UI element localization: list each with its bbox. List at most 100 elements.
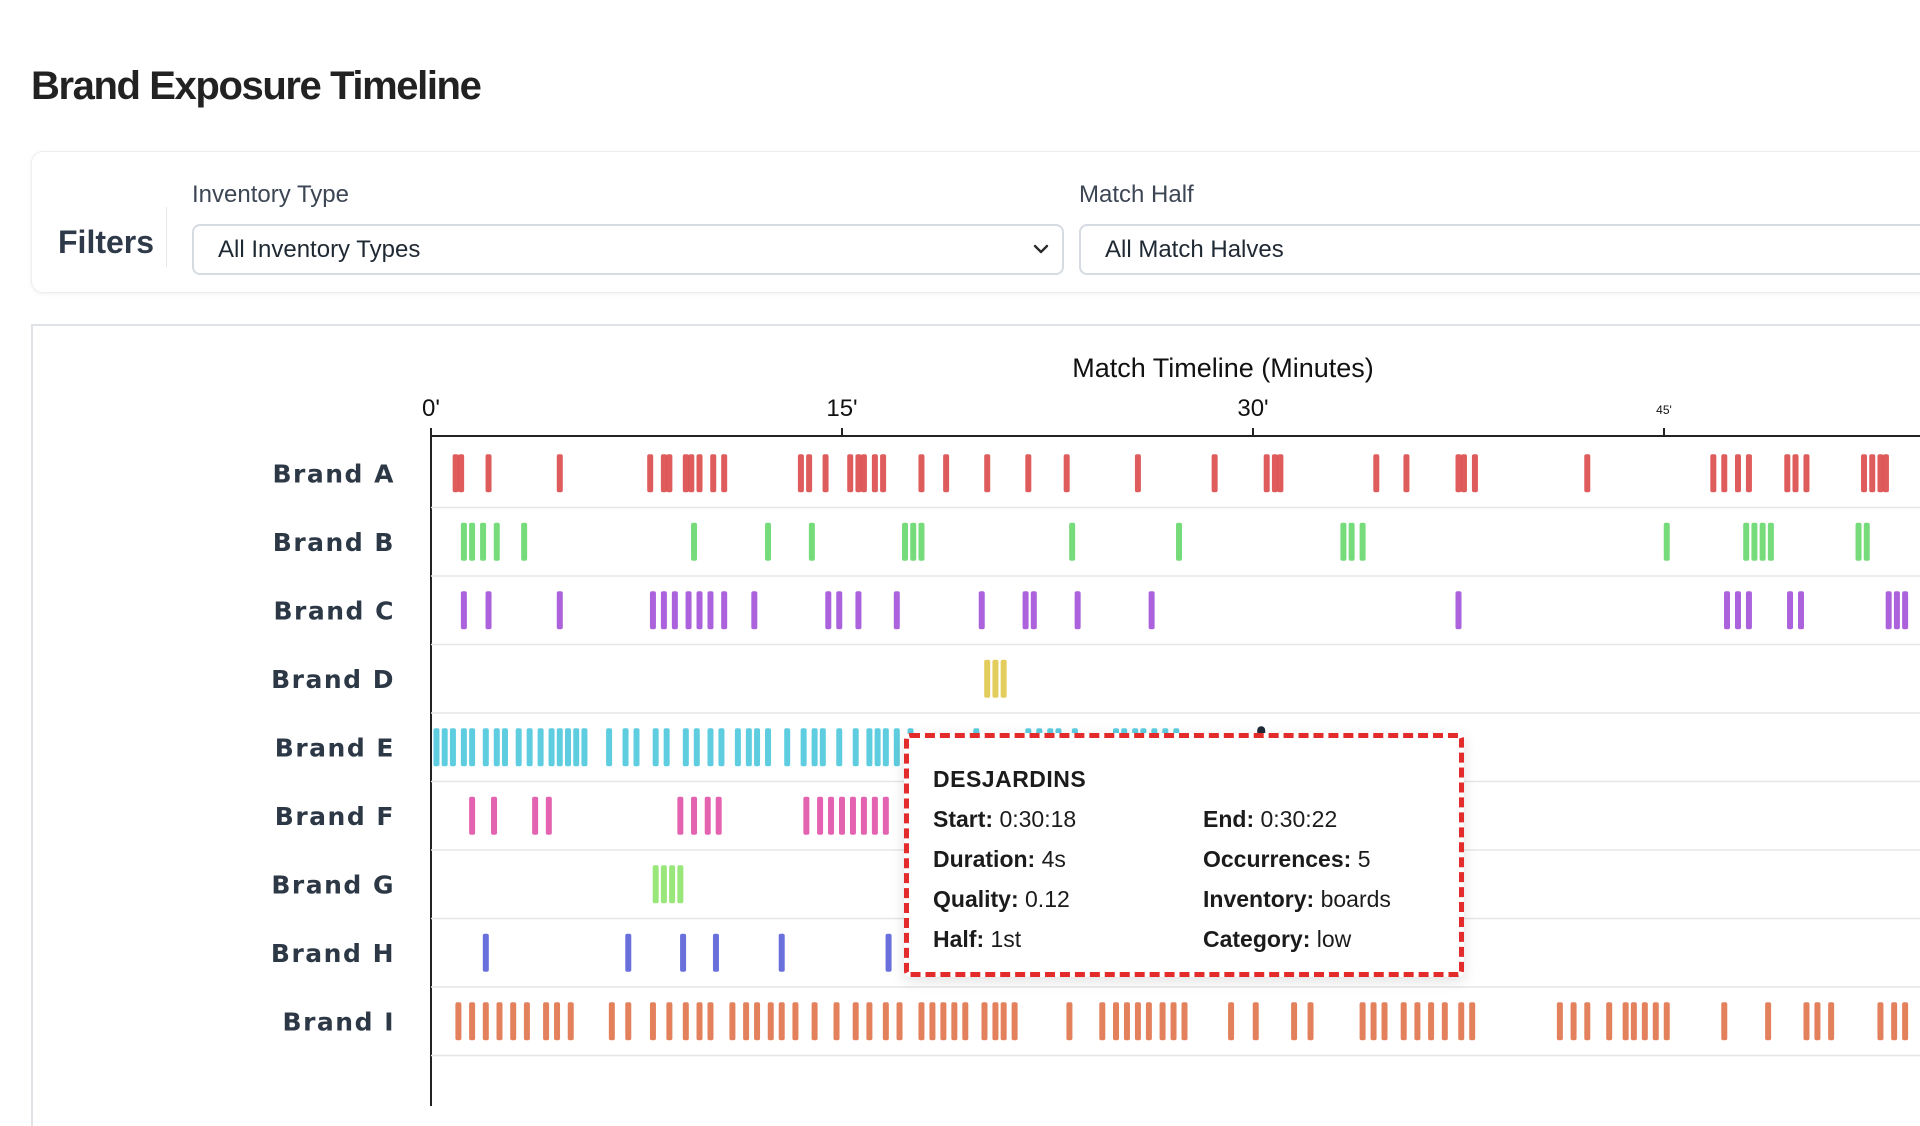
exposure-event-bar: [526, 728, 533, 767]
exposure-event-bar: [682, 1002, 689, 1041]
exposure-event-bar: [704, 796, 711, 835]
exposure-event-bar: [510, 1002, 517, 1041]
exposure-event-bar: [565, 728, 571, 767]
exposure-event-bar: [880, 454, 887, 493]
filters-panel: Filters Inventory Type All Inventory Typ…: [31, 151, 1920, 293]
row-label-brand-b: Brand B: [273, 528, 395, 557]
exposure-event-bar: [1403, 454, 1410, 493]
exposure-event-bar: [893, 591, 900, 630]
chevron-down-icon: [1033, 244, 1049, 254]
exposure-event-bar: [625, 1002, 632, 1041]
exposure-event-bar: [1630, 1002, 1637, 1041]
exposure-event-bar: [1291, 1002, 1298, 1041]
exposure-event-bar: [458, 454, 465, 493]
exposure-event-bar: [666, 454, 673, 493]
chart-title: Match Timeline (Minutes): [1072, 353, 1374, 383]
exposure-event-bar: [496, 1002, 503, 1041]
exposure-event-bar: [691, 796, 698, 835]
exposure-event-bar: [1885, 591, 1892, 630]
match-half-label: Match Half: [1079, 181, 1194, 208]
exposure-event-bar: [649, 1002, 656, 1041]
exposure-event-bar: [1455, 454, 1462, 493]
row-label-brand-a: Brand A: [273, 459, 396, 488]
exposure-event-bar: [792, 1002, 799, 1041]
inventory-type-value: All Inventory Types: [218, 236, 421, 263]
exposure-event-bar: [855, 454, 862, 493]
exposure-event-bar: [521, 522, 528, 561]
exposure-event-bar: [660, 454, 667, 493]
exposure-event-bar: [885, 933, 892, 972]
exposure-event-bar: [1584, 454, 1591, 493]
exposure-event-bar: [1022, 591, 1029, 630]
exposure-event-bar: [896, 1002, 903, 1041]
filters-label: Filters: [58, 224, 155, 260]
exposure-event-bar: [1745, 591, 1752, 630]
exposure-event-bar: [929, 1002, 936, 1041]
exposure-event-bar: [778, 1002, 785, 1041]
exposure-event-bar: [1902, 1002, 1909, 1041]
row-label-brand-i: Brand I: [283, 1007, 395, 1036]
exposure-event-bar: [849, 796, 856, 835]
match-half-select[interactable]: All Match Halves: [1079, 224, 1920, 275]
exposure-event-bar: [745, 728, 752, 767]
exposure-event-bar: [685, 591, 692, 630]
exposure-event-bar: [693, 728, 700, 767]
exposure-event-bar: [1891, 1002, 1898, 1041]
exposure-event-bar: [1622, 1002, 1629, 1041]
exposure-event-bar: [1455, 591, 1462, 630]
exposure-event-bar: [874, 728, 881, 767]
exposure-event-bar: [1025, 454, 1032, 493]
exposure-event-bar: [910, 522, 917, 561]
exposure-event-bar: [992, 1002, 999, 1041]
exposure-event-bar: [836, 728, 843, 767]
exposure-event-bar: [1159, 1002, 1166, 1041]
exposure-event-bar: [1252, 1002, 1259, 1041]
exposure-event-bar: [1721, 1002, 1728, 1041]
x-tick-label: 15': [826, 395, 857, 422]
exposure-event-bar: [918, 522, 925, 561]
exposure-event-bar: [707, 1002, 714, 1041]
exposure-event-bar: [866, 1002, 873, 1041]
exposure-event-bar: [1063, 454, 1070, 493]
exposure-event-bar: [712, 933, 719, 972]
exposure-event-bar: [606, 728, 613, 767]
exposure-event-bar: [515, 728, 522, 767]
exposure-event-bar: [852, 728, 859, 767]
exposure-event-bar: [767, 1002, 774, 1041]
exposure-event-bar: [449, 728, 456, 767]
exposure-event-bar: [1861, 454, 1868, 493]
x-tick-label: 0': [422, 395, 440, 422]
exposure-event-bar: [1458, 1002, 1465, 1041]
exposure-event-bar: [1803, 1002, 1810, 1041]
exposure-event-bar: [691, 522, 698, 561]
exposure-event-bar: [1359, 1002, 1366, 1041]
exposure-event-bar: [721, 591, 728, 630]
exposure-event-bar: [1381, 1002, 1388, 1041]
exposure-event-bar: [1307, 1002, 1314, 1041]
exposure-event-bar: [501, 728, 508, 767]
exposure-event-bar: [660, 591, 667, 630]
exposure-event-bar: [1828, 1002, 1835, 1041]
exposure-event-bar: [784, 728, 791, 767]
exposure-event-bar: [797, 454, 804, 493]
exposure-event-bar: [918, 1002, 925, 1041]
brand-exposure-chart: Match Timeline (Minutes)0'15'30'45'60'75…: [271, 353, 1920, 1106]
exposure-event-bar: [852, 1002, 859, 1041]
exposure-event-bar: [625, 933, 632, 972]
exposure-event-bar: [1176, 522, 1183, 561]
exposure-event-bar: [1792, 454, 1799, 493]
exposure-event-bar: [1767, 522, 1774, 561]
exposure-event-bar: [1030, 591, 1037, 630]
row-label-brand-h: Brand H: [271, 939, 395, 968]
exposure-event-bar: [765, 728, 772, 767]
row-label-brand-f: Brand F: [275, 802, 395, 831]
exposure-event-bar: [1113, 1002, 1119, 1041]
inventory-type-select[interactable]: All Inventory Types: [192, 224, 1064, 275]
exposure-event-bar: [696, 1002, 703, 1041]
exposure-event-bar: [671, 591, 678, 630]
exposure-event-bar: [943, 454, 950, 493]
inventory-type-filter: Inventory Type All Inventory Types: [192, 180, 1064, 275]
exposure-event-bar: [811, 728, 818, 767]
exposure-event-bar: [1663, 522, 1670, 561]
row-label-brand-g: Brand G: [271, 870, 395, 899]
